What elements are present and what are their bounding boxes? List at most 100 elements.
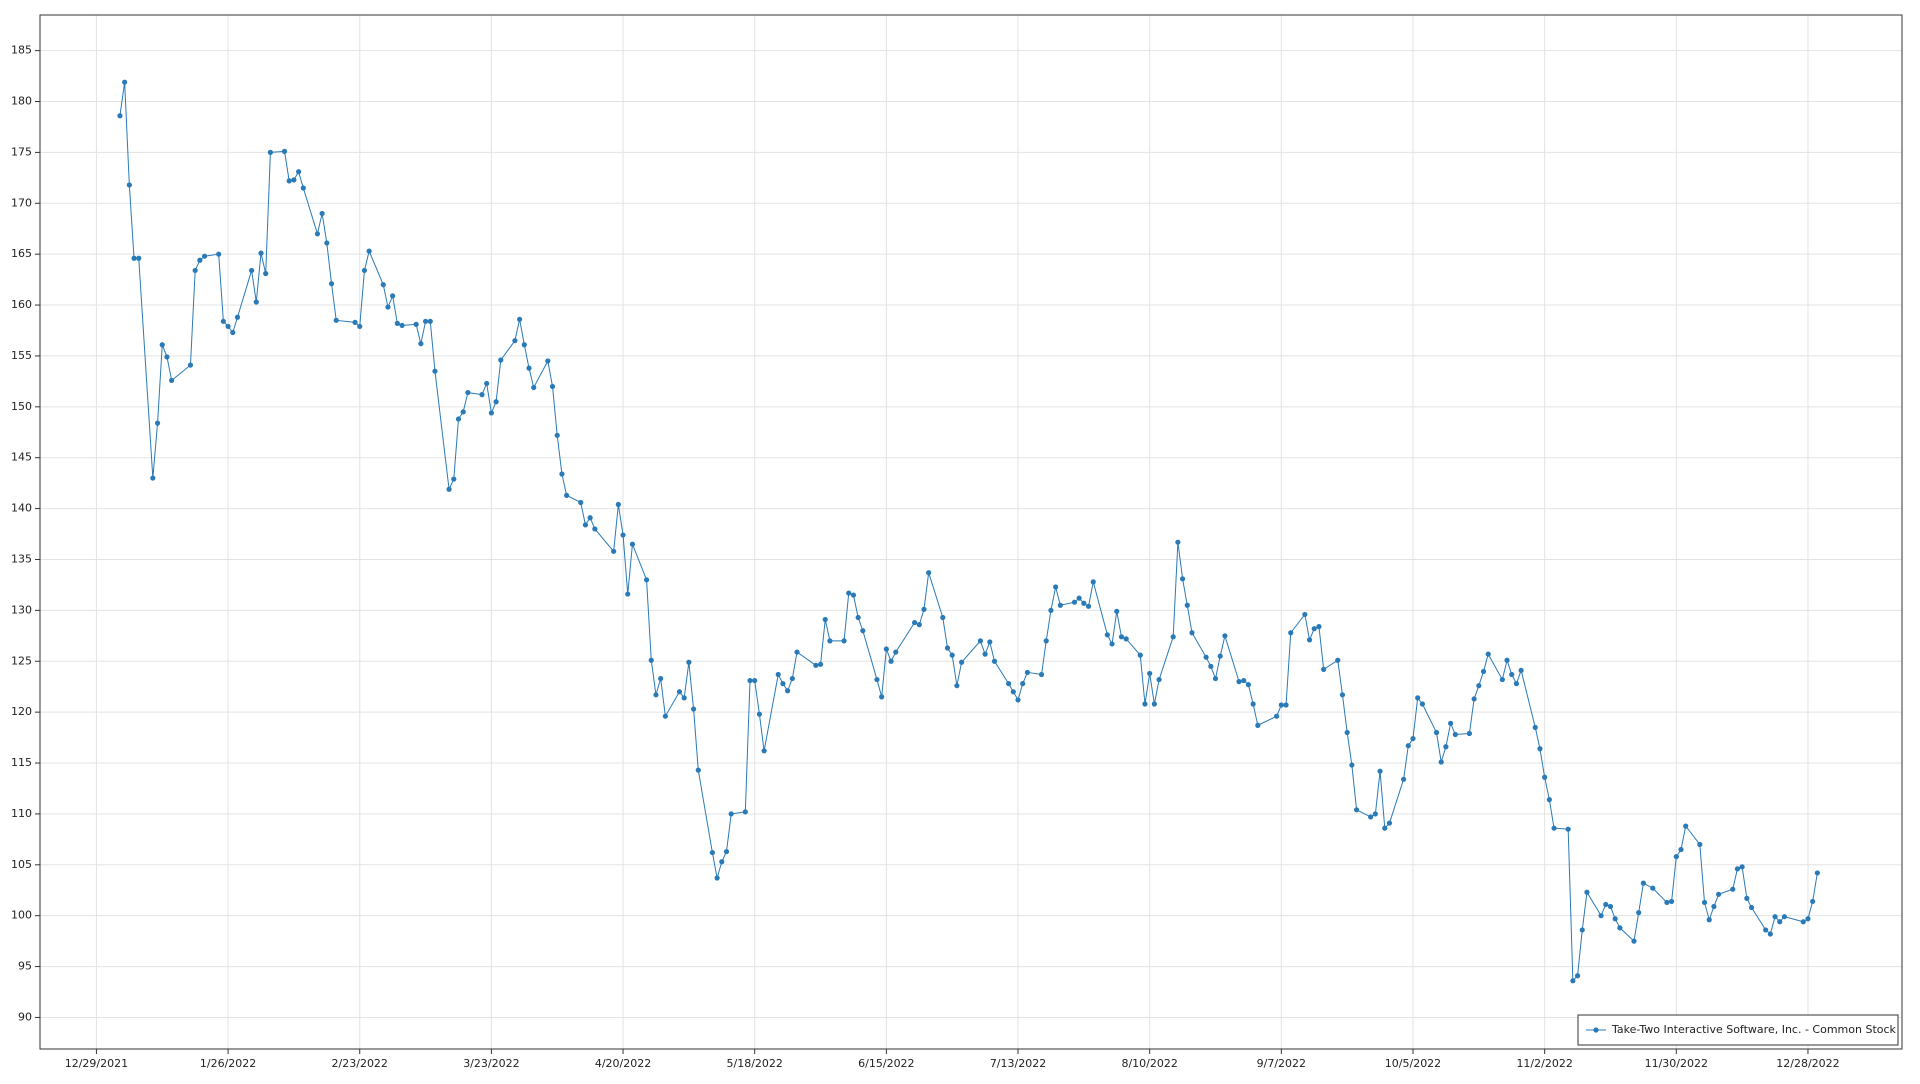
data-point: [164, 354, 170, 360]
data-point: [1353, 807, 1360, 813]
data-point: [1024, 669, 1031, 676]
data-point: [1118, 634, 1125, 640]
data-point: [1137, 652, 1143, 658]
data-point: [493, 399, 499, 405]
data-point: [328, 281, 335, 287]
y-tick-label: 130: [11, 603, 32, 616]
data-point: [484, 380, 490, 387]
data-point: [1344, 729, 1350, 736]
data-point: [361, 267, 368, 274]
data-point: [159, 342, 165, 348]
data-point: [465, 389, 471, 396]
x-tick-label: 5/18/2022: [727, 1057, 783, 1070]
data-point: [390, 293, 396, 299]
data-point: [136, 255, 142, 261]
data-point: [690, 706, 697, 712]
data-point: [1335, 657, 1341, 663]
data-point: [1142, 701, 1148, 707]
data-point: [564, 492, 570, 498]
data-point: [324, 240, 330, 246]
data-point: [578, 499, 584, 506]
data-point: [954, 683, 960, 689]
data-point: [1311, 626, 1317, 632]
data-point: [1570, 978, 1576, 984]
data-point: [192, 267, 198, 274]
data-point: [695, 767, 701, 773]
legend-label: Take-Two Interactive Software, Inc. - Co…: [1611, 1023, 1897, 1036]
data-point: [822, 616, 828, 623]
data-point: [681, 695, 687, 701]
data-point: [521, 342, 527, 348]
data-point: [991, 658, 998, 664]
data-point: [1368, 814, 1374, 820]
y-tick-label: 110: [11, 807, 32, 820]
data-point: [1476, 683, 1482, 689]
data-point: [643, 577, 650, 583]
data-point: [1222, 633, 1228, 639]
data-point: [949, 652, 955, 658]
data-point: [549, 383, 556, 390]
data-point: [1617, 925, 1623, 931]
data-point: [1255, 722, 1261, 728]
data-point: [817, 661, 824, 667]
x-tick-label: 9/7/2022: [1257, 1057, 1306, 1070]
data-point: [1744, 895, 1750, 901]
data-point: [1607, 903, 1614, 910]
data-point: [893, 649, 899, 655]
data-point: [916, 622, 922, 628]
data-point: [1772, 914, 1778, 920]
data-point: [728, 811, 734, 817]
data-point: [126, 182, 132, 188]
data-point: [399, 322, 405, 329]
data-point: [1777, 919, 1783, 925]
data-point: [1405, 743, 1411, 749]
data-point: [1546, 797, 1552, 803]
data-point: [1448, 720, 1454, 726]
y-tick-label: 170: [11, 196, 32, 209]
data-point: [333, 317, 339, 323]
data-point: [281, 148, 288, 154]
data-point: [455, 416, 462, 422]
series-line: [119, 82, 1818, 983]
data-point: [1748, 904, 1755, 911]
data-point: [714, 875, 720, 881]
data-point: [756, 711, 763, 717]
data-point: [977, 638, 984, 644]
data-point: [1452, 731, 1458, 738]
data-point: [1114, 608, 1120, 614]
data-point: [1085, 603, 1092, 609]
data-point: [752, 677, 758, 684]
data-point: [987, 639, 993, 645]
y-tick-label: 140: [11, 502, 32, 515]
data-point: [1781, 914, 1788, 920]
data-point: [719, 859, 725, 865]
data-point: [1636, 910, 1642, 916]
data-point: [545, 358, 551, 364]
data-point: [498, 357, 504, 363]
data-point: [385, 304, 391, 310]
data-point: [789, 675, 795, 682]
data-point: [531, 384, 537, 391]
data-point: [1057, 602, 1063, 608]
x-tick-label: 6/15/2022: [858, 1057, 914, 1070]
data-point: [131, 255, 137, 261]
data-point: [747, 677, 753, 684]
data-point: [1053, 584, 1059, 590]
data-point: [1006, 681, 1012, 687]
data-point: [1071, 599, 1078, 605]
data-point: [1683, 823, 1689, 829]
data-point: [1800, 919, 1806, 925]
data-point: [1537, 746, 1543, 752]
data-point: [1123, 636, 1129, 642]
data-point: [357, 323, 363, 330]
data-point: [1603, 901, 1609, 908]
legend-swatch-dot: [1593, 1027, 1599, 1033]
data-point: [1631, 938, 1637, 944]
data-point: [813, 662, 819, 668]
data-point: [422, 318, 429, 324]
data-point: [611, 548, 617, 554]
data-point: [1274, 713, 1280, 719]
data-point: [1306, 637, 1313, 643]
data-point: [625, 591, 631, 597]
